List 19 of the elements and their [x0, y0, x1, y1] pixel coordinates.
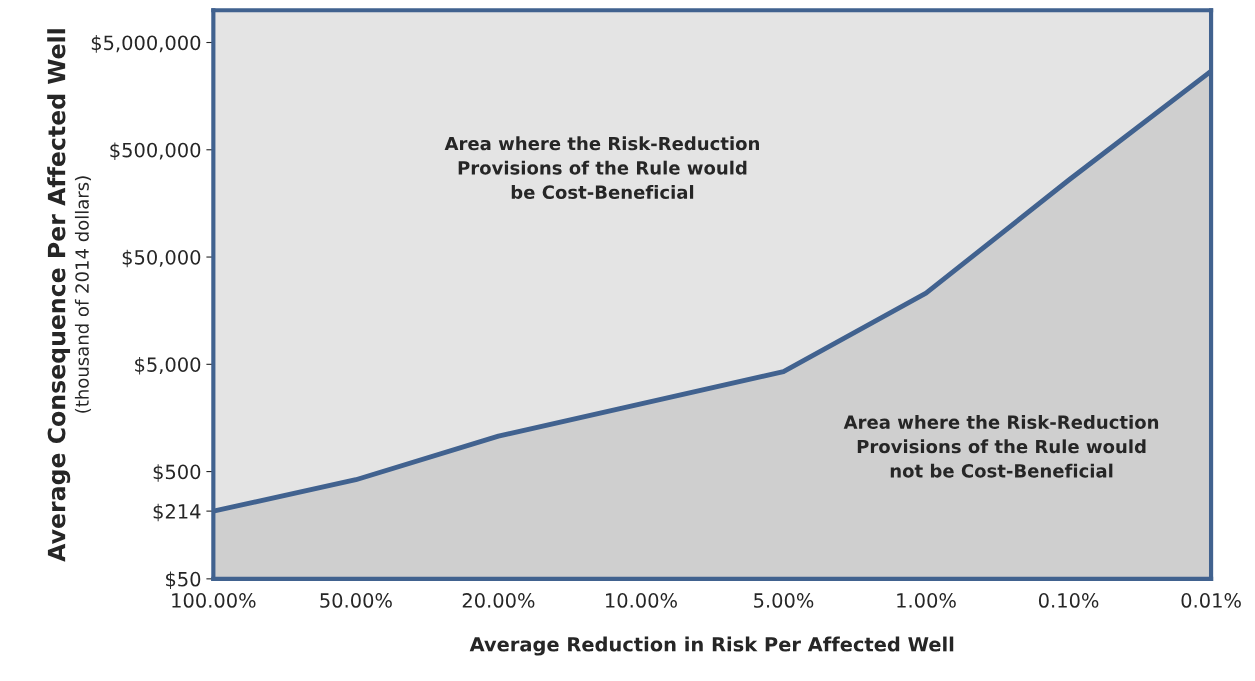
annotation: Area where the Risk-Reduction Provisions of the Rule would not be Cost-Beneficial: [843, 414, 1159, 478]
x-tick-label: 5.00%: [754, 593, 814, 608]
annotation: Area where the Risk-Reduction Provisions of the Rule would be Cost-Beneficial: [444, 136, 759, 200]
x-tick-label: 10.00%: [606, 593, 677, 608]
y-tick-label: $50: [166, 571, 201, 590]
y-tick-label: $5,000,000: [91, 35, 201, 53]
y-tick-label: $214: [153, 503, 201, 522]
x-tick-label: 1.00%: [897, 593, 956, 608]
x-tick-label: 0.01%: [1181, 593, 1241, 608]
y-tick-label: $500,000: [110, 142, 201, 161]
x-tick-label: 20.00%: [462, 593, 535, 608]
y-axis-title: Average Consequence Per Affected Well (thousand of 2014 dollars): [47, 29, 92, 562]
y-tick-label: $5,000: [135, 356, 201, 375]
y-tick-label: $500: [153, 464, 201, 482]
x-tick-label: 50.00%: [320, 593, 392, 608]
y-tick-label: $50,000: [122, 249, 201, 268]
x-tick-label: 0.10%: [1038, 593, 1099, 608]
x-tick-label: 100.00%: [172, 593, 256, 608]
x-axis-title: Average Reduction in Risk Per Affected Well: [469, 636, 954, 656]
